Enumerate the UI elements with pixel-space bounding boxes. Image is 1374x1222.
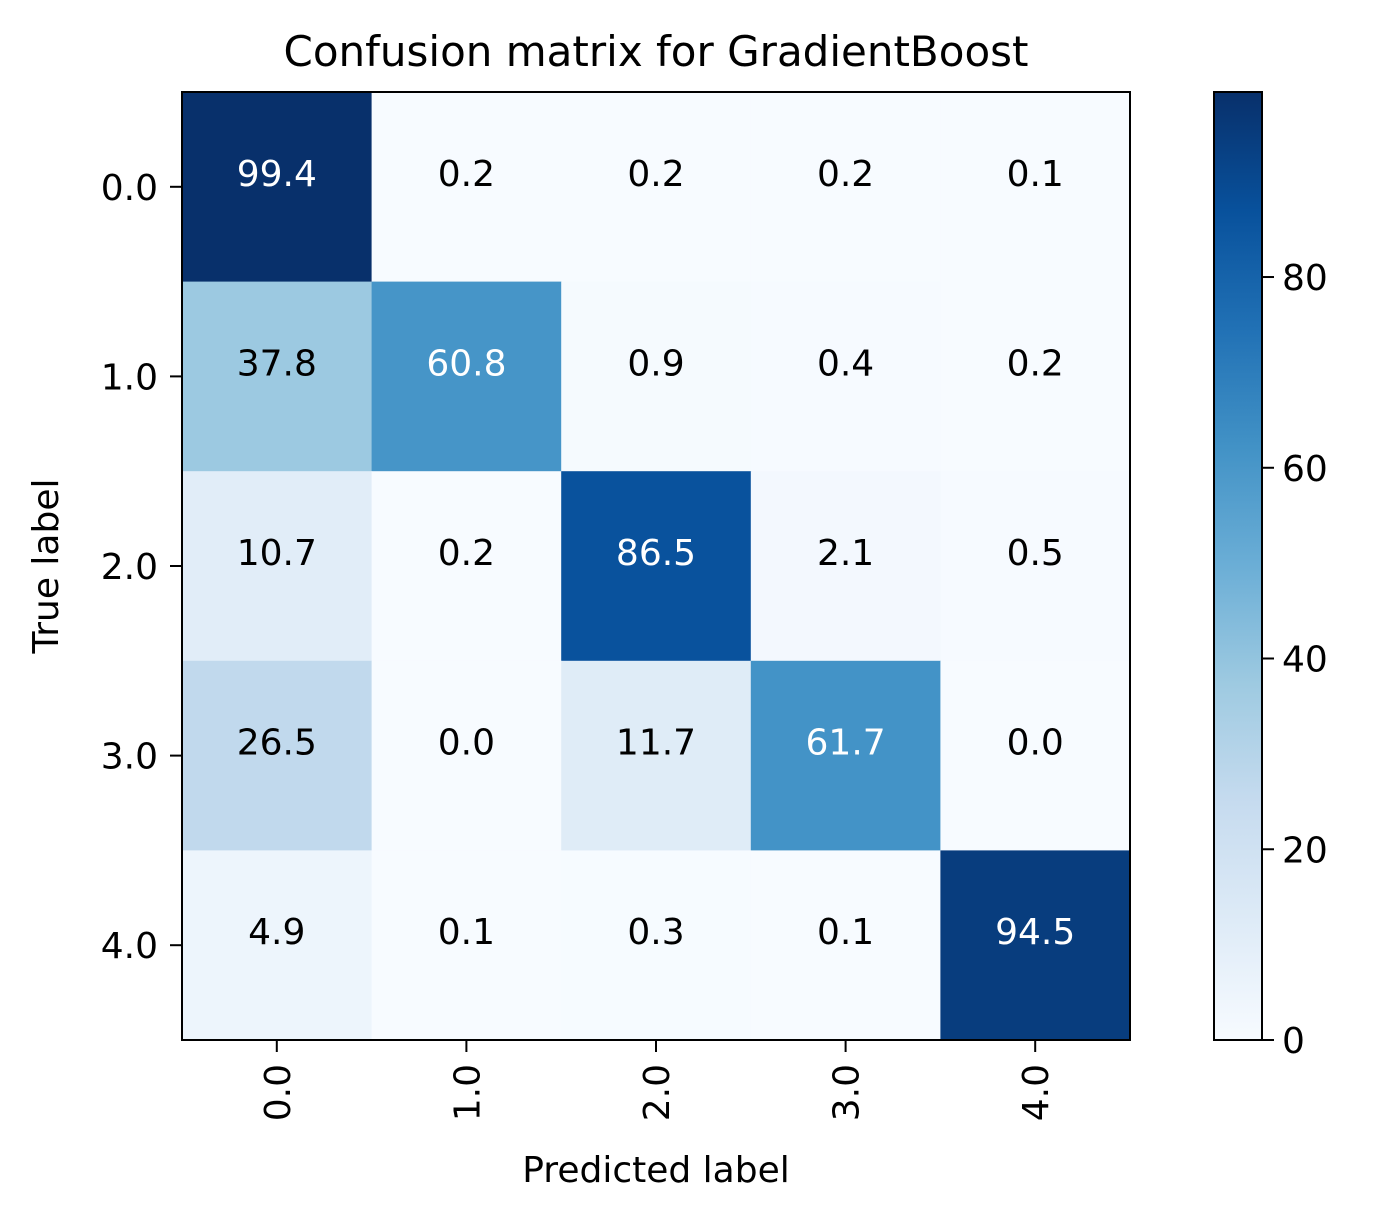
heatmap-cell bbox=[182, 281, 373, 472]
cell-value-label: 60.8 bbox=[426, 343, 506, 384]
heatmap-cell bbox=[750, 850, 941, 1041]
heatmap-cell bbox=[561, 471, 752, 662]
heatmap-cell bbox=[371, 660, 562, 851]
colorbar: 0 20 40 60 80 bbox=[1213, 91, 1328, 1062]
heatmap-cell bbox=[940, 850, 1131, 1041]
cell-value-label: 0.3 bbox=[627, 912, 684, 953]
heatmap-cells bbox=[182, 92, 1131, 1041]
y-tick-label: 4.0 bbox=[101, 926, 158, 967]
cell-value-label: 0.2 bbox=[817, 154, 874, 195]
heatmap-cell bbox=[371, 281, 562, 472]
heatmap-cell bbox=[750, 92, 941, 283]
cell-value-label: 0.2 bbox=[438, 533, 495, 574]
heatmap-cell bbox=[182, 92, 373, 283]
chart-title: Confusion matrix for GradientBoost bbox=[284, 27, 1029, 76]
heatmap-cell bbox=[371, 92, 562, 283]
heatmap-cell bbox=[371, 471, 562, 662]
cell-value-label: 11.7 bbox=[616, 723, 696, 764]
cell-value-label: 37.8 bbox=[237, 343, 317, 384]
x-tick-label: 4.0 bbox=[1016, 1064, 1057, 1121]
y-tick-label: 0.0 bbox=[101, 168, 158, 209]
cell-value-label: 94.5 bbox=[995, 912, 1075, 953]
cell-value-label: 2.1 bbox=[817, 533, 874, 574]
heatmap-cell bbox=[371, 850, 562, 1041]
cell-value-label: 0.2 bbox=[627, 154, 684, 195]
cell-value-label: 0.4 bbox=[817, 343, 874, 384]
cell-value-label: 0.9 bbox=[627, 343, 684, 384]
cell-value-label: 10.7 bbox=[237, 533, 317, 574]
cell-value-label: 0.2 bbox=[438, 154, 495, 195]
cell-value-label: 99.4 bbox=[237, 154, 317, 195]
heatmap-cell bbox=[182, 471, 373, 662]
colorbar-tick-label: 0 bbox=[1282, 1021, 1305, 1062]
cell-value-label: 86.5 bbox=[616, 533, 696, 574]
cell-value-label: 0.0 bbox=[438, 723, 495, 764]
heatmap-cell bbox=[561, 281, 752, 472]
cell-value-label: 0.1 bbox=[817, 912, 874, 953]
cell-value-label: 0.0 bbox=[1007, 723, 1064, 764]
y-tick-label: 1.0 bbox=[101, 357, 158, 398]
heatmap-cell bbox=[750, 660, 941, 851]
cell-value-label: 4.9 bbox=[248, 912, 305, 953]
heatmap-cell bbox=[940, 471, 1131, 662]
x-tick-label: 3.0 bbox=[827, 1064, 868, 1121]
y-axis-ticks: 0.0 1.0 2.0 3.0 4.0 bbox=[101, 168, 182, 967]
heatmap-cell bbox=[940, 660, 1131, 851]
cell-value-label: 0.2 bbox=[1007, 343, 1064, 384]
x-tick-label: 1.0 bbox=[447, 1064, 488, 1121]
cell-value-label: 0.1 bbox=[1007, 154, 1064, 195]
heatmap-cell bbox=[750, 471, 941, 662]
heatmap-cell bbox=[750, 281, 941, 472]
heatmap-cell bbox=[182, 660, 373, 851]
colorbar-tick-label: 80 bbox=[1282, 258, 1328, 299]
colorbar-tick-label: 60 bbox=[1282, 449, 1328, 490]
y-axis-label: True label bbox=[26, 479, 67, 655]
x-tick-label: 2.0 bbox=[637, 1064, 678, 1121]
heatmap-cell bbox=[561, 850, 752, 1041]
y-tick-label: 3.0 bbox=[101, 737, 158, 778]
heatmap-cell bbox=[561, 92, 752, 283]
cell-value-label: 61.7 bbox=[806, 723, 886, 764]
heatmap-cell bbox=[182, 850, 373, 1041]
cell-value-label: 0.5 bbox=[1007, 533, 1064, 574]
x-tick-label: 0.0 bbox=[258, 1064, 299, 1121]
y-tick-label: 2.0 bbox=[101, 547, 158, 588]
colorbar-frame bbox=[1213, 91, 1263, 1041]
x-axis-label: Predicted label bbox=[522, 1150, 790, 1191]
cell-value-label: 26.5 bbox=[237, 723, 317, 764]
cell-value-label: 0.1 bbox=[438, 912, 495, 953]
cell-labels: 99.4 0.2 0.2 0.2 0.1 37.8 60.8 0.9 0.4 0.2 10.7 0.2… bbox=[237, 154, 1076, 953]
colorbar-tick-label: 20 bbox=[1282, 830, 1328, 871]
heatmap-cell bbox=[940, 92, 1131, 283]
heatmap-cell bbox=[561, 660, 752, 851]
heatmap-cell bbox=[940, 281, 1131, 472]
colorbar-gradient bbox=[1214, 92, 1262, 1040]
colorbar-ticks: 0 20 40 60 80 bbox=[1262, 258, 1328, 1062]
colorbar-tick-label: 40 bbox=[1282, 640, 1328, 681]
x-axis-ticks: 0.0 1.0 2.0 3.0 4.0 bbox=[258, 1040, 1057, 1121]
